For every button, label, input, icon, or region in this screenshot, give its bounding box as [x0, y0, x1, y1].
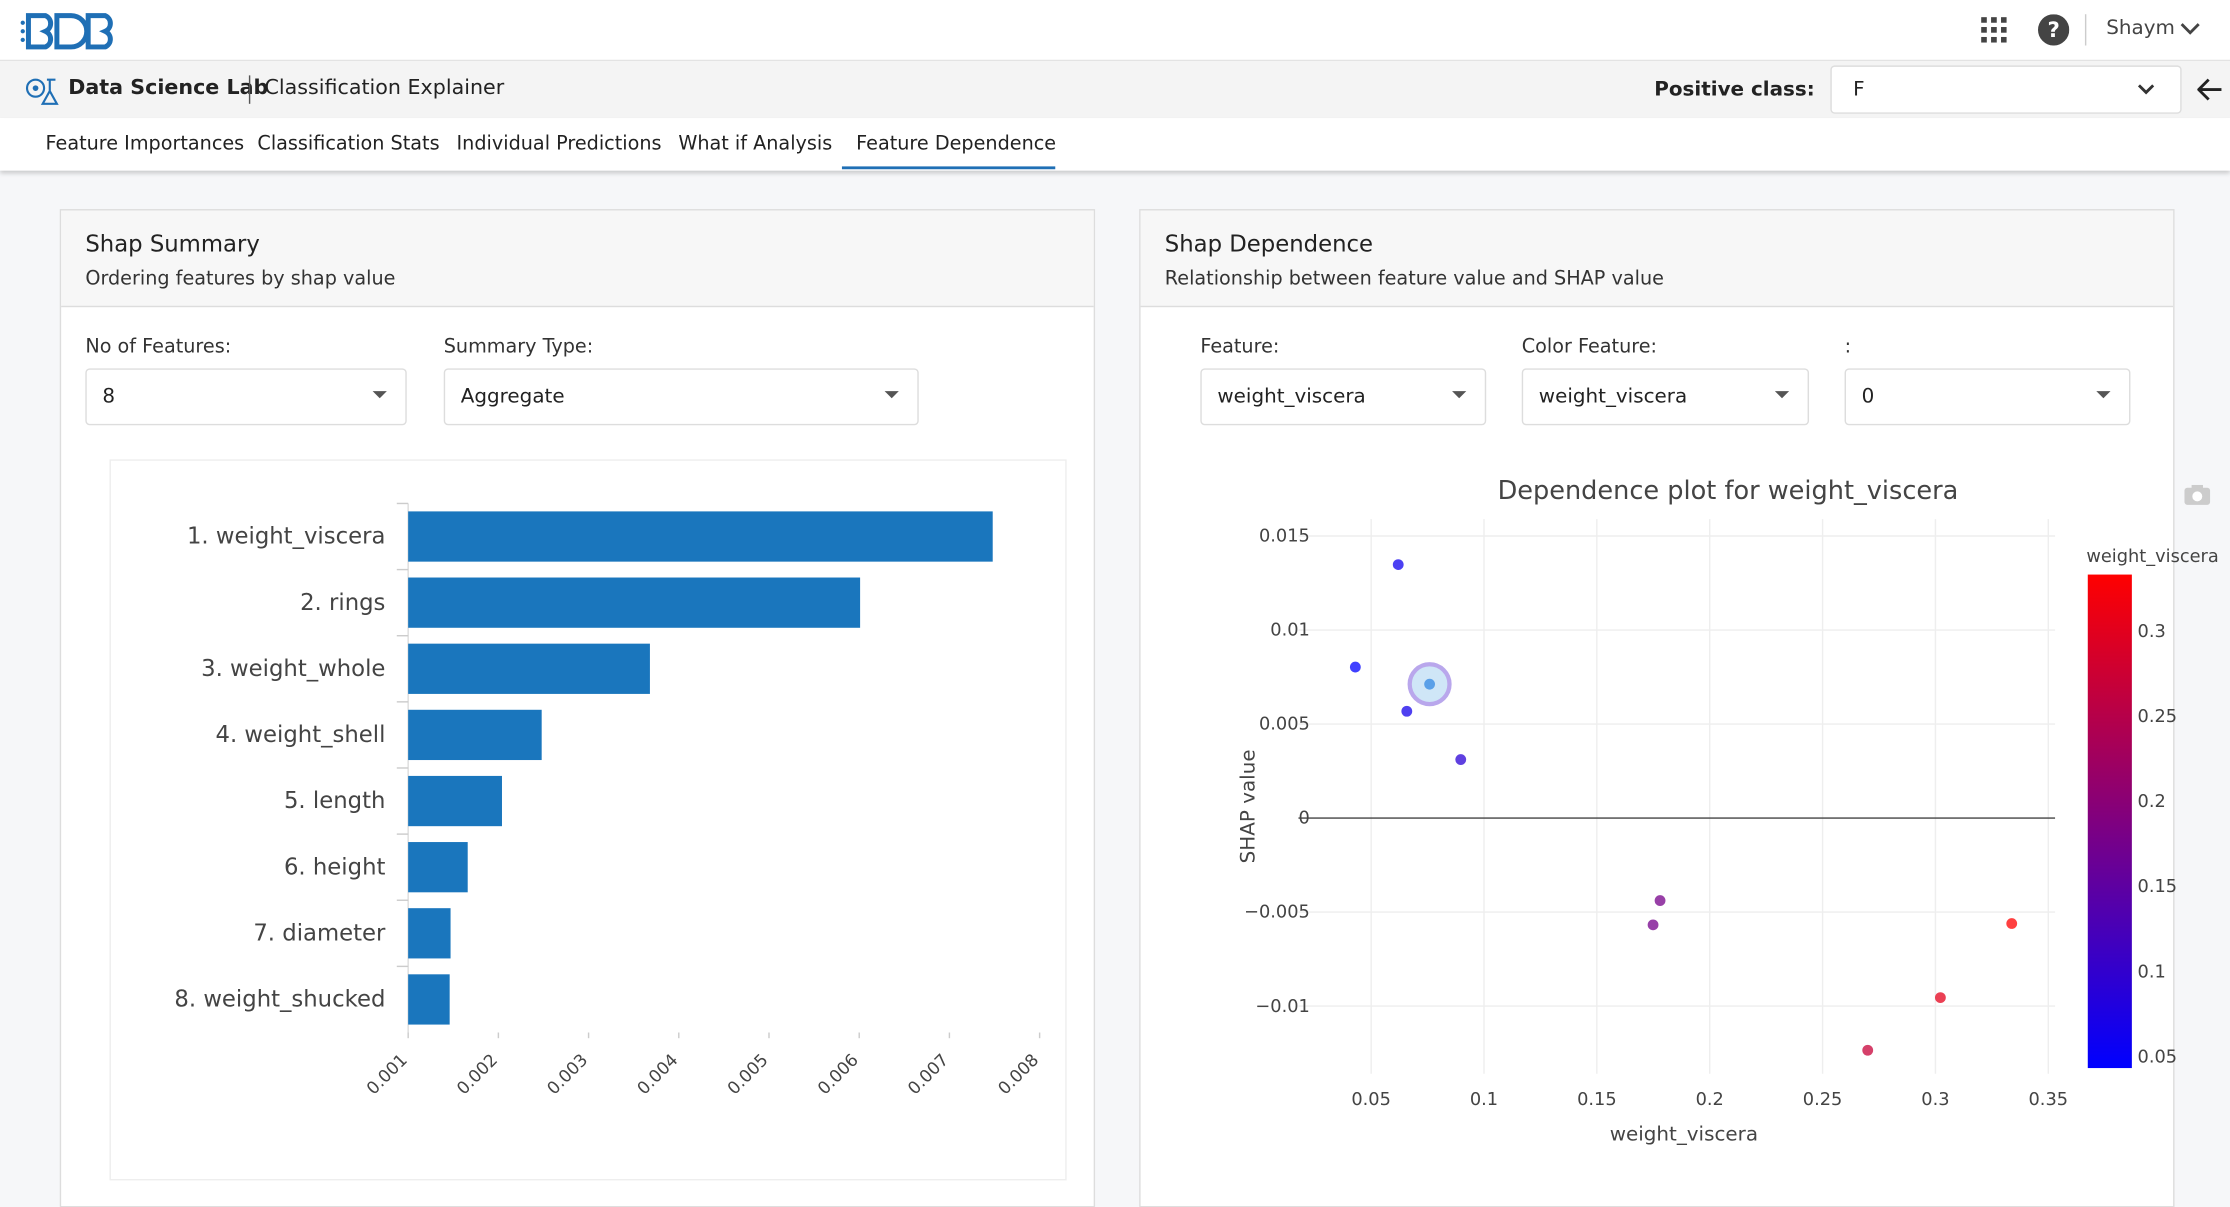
panel: Shap Dependence Relationship between fea… [1139, 209, 2175, 1207]
dropdown-value: 8 [102, 385, 116, 409]
divider [248, 75, 251, 104]
dropdown-value: F [1853, 78, 1865, 101]
tab[interactable]: Individual Predictions [456, 132, 662, 156]
dropdown[interactable]: weight_viscera [1200, 368, 1487, 426]
app-name: Data Science Lab [68, 76, 269, 100]
chevron [1774, 391, 1790, 399]
positive-class-label: Positive class: [1654, 78, 1815, 101]
chevron [372, 391, 387, 399]
divider [2084, 14, 2087, 46]
panel-header: Shap Dependence Relationship between fea… [1140, 210, 2174, 308]
user-name[interactable]: Shaym [2106, 17, 2175, 40]
tab[interactable]: Feature Importances [45, 132, 245, 156]
panel-title: Shap Summary [85, 230, 260, 258]
chart-frame [109, 459, 1067, 1181]
apps-icon[interactable] [1981, 17, 2007, 43]
control-label: Color Feature: [1521, 335, 1658, 359]
svg-text:?: ? [2047, 18, 2059, 43]
control-label: No of Features: [85, 335, 232, 359]
page-name: Classification Explainer [264, 76, 505, 100]
tab[interactable]: What if Analysis [678, 132, 833, 156]
positive-class-dropdown[interactable]: F [1830, 65, 2182, 114]
back-arrow[interactable] [2197, 78, 2223, 101]
panel-subtitle: Relationship between feature value and S… [1164, 267, 1664, 291]
dropdown[interactable]: Aggregate [443, 368, 919, 426]
dropdown-value: weight_viscera [1538, 385, 1688, 409]
chevron [884, 391, 899, 399]
tab-bar [0, 118, 2230, 171]
help-icon[interactable]: ? [2037, 14, 2070, 46]
chevron [2137, 84, 2155, 95]
control-label: : [1844, 335, 1852, 359]
dropdown-value: Aggregate [460, 385, 565, 409]
tab-underline [841, 166, 1056, 170]
tab-active[interactable]: Feature Dependence [856, 132, 1057, 156]
dropdown[interactable]: 0 [1844, 368, 2131, 426]
dropdown[interactable]: weight_viscera [1521, 368, 1810, 426]
sub-bar: Data Science Lab Classification Explaine… [0, 61, 2230, 119]
panel-header: Shap Summary Ordering features by shap v… [61, 210, 1094, 308]
chevron [1452, 391, 1467, 399]
chevron [2096, 391, 2111, 399]
logo[interactable] [20, 11, 120, 51]
top-bar: ? Shaym [0, 0, 2230, 62]
user-chevron[interactable] [2180, 21, 2200, 35]
control-label: Feature: [1200, 335, 1280, 359]
camera-icon[interactable] [2183, 484, 2211, 507]
dropdown-value: weight_viscera [1217, 385, 1366, 409]
tab[interactable]: Classification Stats [257, 132, 440, 156]
panel-title: Shap Dependence [1164, 230, 1374, 258]
control-label: Summary Type: [443, 335, 594, 359]
panel: Shap Summary Ordering features by shap v… [59, 209, 1096, 1207]
panel-subtitle: Ordering features by shap value [85, 267, 396, 291]
dropdown-value: 0 [1861, 385, 1875, 409]
dropdown[interactable]: 8 [85, 368, 407, 426]
lab-icon [25, 78, 59, 105]
